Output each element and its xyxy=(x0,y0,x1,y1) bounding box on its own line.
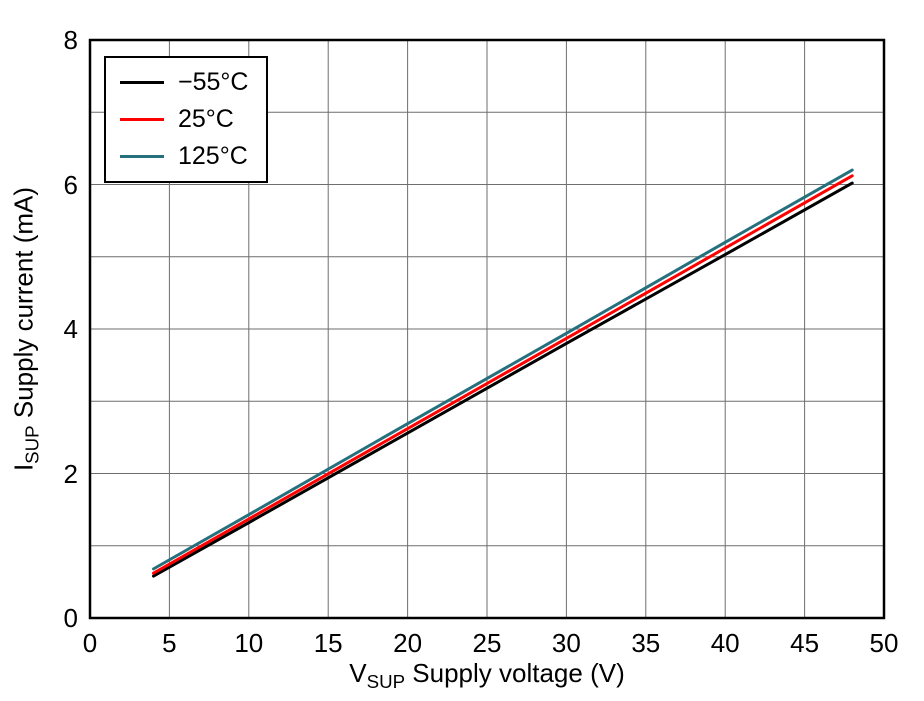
y-axis-title-rest: Supply current (mA) xyxy=(8,186,39,426)
x-tick-label-15: 15 xyxy=(313,628,343,658)
y-axis-title: ISUP Supply current (mA) xyxy=(8,187,43,471)
x-tick-label-10: 10 xyxy=(234,628,264,658)
x-tick-label-5: 5 xyxy=(162,628,177,658)
y-axis-title-prefix: I xyxy=(8,463,39,472)
series-line-1 xyxy=(152,174,854,575)
x-tick-label-35: 35 xyxy=(631,628,661,658)
legend-item-0: −55°C xyxy=(120,70,248,95)
legend-label-0: −55°C xyxy=(178,68,249,96)
y-tick-label-2: 2 xyxy=(63,458,78,489)
y-tick-label-4: 4 xyxy=(63,314,78,344)
legend: −55°C 25°C 125°C xyxy=(104,56,269,183)
y-tick-label-8: 8 xyxy=(63,25,78,55)
x-tick-label-50: 50 xyxy=(869,628,899,658)
x-axis-title: VSUP Supply voltage (V) xyxy=(349,658,624,693)
x-tick-label-40: 40 xyxy=(710,628,740,658)
x-tick-label-20: 20 xyxy=(393,628,423,658)
legend-swatch-1 xyxy=(120,118,164,121)
plot-frame xyxy=(88,38,886,620)
x-tick-label-0: 0 xyxy=(82,628,98,658)
x-axis-title-sub: SUP xyxy=(366,671,406,693)
y-tick-label-0: 0 xyxy=(63,603,78,633)
x-tick-label-30: 30 xyxy=(551,628,581,658)
y-axis-title-sub: SUP xyxy=(21,425,43,464)
legend-label-1: 25°C xyxy=(178,105,234,133)
x-tick-label-25: 25 xyxy=(472,628,502,658)
legend-swatch-0 xyxy=(120,81,164,84)
series-line-0 xyxy=(152,181,854,578)
x-axis-title-rest: Supply voltage (V) xyxy=(405,658,625,688)
x-tick-label-45: 45 xyxy=(790,628,820,658)
y-tick-label-6: 6 xyxy=(63,169,78,200)
x-axis-title-prefix: V xyxy=(349,658,367,688)
legend-item-1: 25°C xyxy=(120,107,248,132)
legend-item-2: 125°C xyxy=(120,144,248,169)
legend-label-2: 125°C xyxy=(178,142,248,170)
legend-swatch-2 xyxy=(120,155,164,158)
series-line-2 xyxy=(152,168,854,571)
